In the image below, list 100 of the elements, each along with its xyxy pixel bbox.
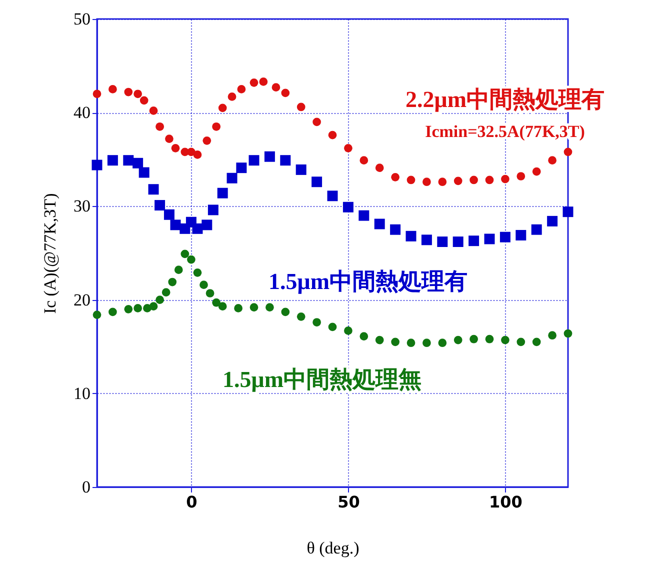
point xyxy=(406,176,416,184)
point xyxy=(165,134,174,143)
point xyxy=(344,326,352,335)
point xyxy=(92,310,102,319)
point xyxy=(406,230,416,242)
point xyxy=(108,85,117,94)
point xyxy=(406,338,416,348)
point xyxy=(422,178,431,186)
y-axis-title: Ic (A)(@77K,3T) xyxy=(40,193,60,314)
series-label: 1.5μm中間熱処理無 xyxy=(222,367,422,392)
point xyxy=(562,206,574,218)
point xyxy=(296,102,306,112)
point xyxy=(500,232,510,242)
y-tick-label: 10 xyxy=(74,384,90,403)
point xyxy=(328,130,337,140)
point xyxy=(454,176,462,186)
point xyxy=(391,173,400,182)
point xyxy=(193,268,202,277)
point xyxy=(218,104,227,112)
x-tick-label: 0 xyxy=(186,492,198,512)
point xyxy=(280,155,291,166)
point xyxy=(138,167,150,178)
point xyxy=(281,308,290,316)
point xyxy=(123,155,134,166)
point xyxy=(438,178,447,186)
point xyxy=(312,318,321,326)
point xyxy=(156,296,164,304)
point xyxy=(202,220,212,230)
point xyxy=(259,78,268,86)
y-tick-label: 50 xyxy=(74,10,90,28)
point xyxy=(312,176,322,188)
point xyxy=(237,85,246,94)
point xyxy=(200,280,208,289)
point xyxy=(226,172,238,184)
point xyxy=(375,336,384,344)
point xyxy=(134,304,142,312)
point xyxy=(108,308,117,316)
point xyxy=(531,224,542,235)
point xyxy=(149,106,158,115)
point xyxy=(174,266,183,274)
x-tick-label: 100 xyxy=(488,492,522,512)
point xyxy=(202,136,212,145)
point xyxy=(312,118,321,126)
point xyxy=(217,188,228,198)
point xyxy=(296,164,306,175)
point xyxy=(154,200,166,211)
point xyxy=(212,122,221,131)
point xyxy=(170,220,181,230)
point xyxy=(192,223,203,234)
point xyxy=(548,331,556,340)
point xyxy=(454,336,462,344)
point xyxy=(484,234,495,244)
point xyxy=(485,334,494,344)
point xyxy=(140,96,148,105)
point xyxy=(485,176,494,184)
y-tick-label: 20 xyxy=(74,290,90,310)
point xyxy=(187,148,196,156)
point xyxy=(358,210,370,221)
point xyxy=(532,167,541,176)
point xyxy=(171,144,180,152)
point xyxy=(236,162,247,174)
point xyxy=(360,156,368,165)
point xyxy=(264,151,275,162)
point xyxy=(501,174,510,184)
y-tick-label: 30 xyxy=(74,196,90,216)
point xyxy=(342,202,354,212)
point xyxy=(164,209,174,220)
point xyxy=(180,250,190,258)
point xyxy=(327,190,338,202)
point xyxy=(162,288,170,296)
point xyxy=(168,278,177,286)
point xyxy=(468,236,480,246)
point xyxy=(421,234,432,246)
point xyxy=(281,88,290,98)
point xyxy=(107,155,118,166)
point xyxy=(532,338,541,346)
point xyxy=(272,83,280,92)
series-label: 1.5μm中間熱処理有 xyxy=(268,269,468,294)
point xyxy=(148,184,159,195)
point xyxy=(328,322,337,332)
point xyxy=(250,78,258,87)
point xyxy=(390,224,401,235)
point xyxy=(422,338,431,348)
point xyxy=(134,90,142,98)
point xyxy=(516,172,526,180)
point xyxy=(344,144,352,152)
point xyxy=(437,236,448,248)
y-tick-label: 40 xyxy=(74,103,90,122)
point xyxy=(92,90,102,98)
point xyxy=(266,303,274,312)
point xyxy=(564,148,572,156)
point xyxy=(516,230,526,240)
point xyxy=(234,304,242,312)
point xyxy=(156,122,164,131)
point xyxy=(250,303,258,312)
point xyxy=(391,338,400,346)
point xyxy=(516,338,526,346)
y-tick-label: 0 xyxy=(82,478,90,496)
point xyxy=(187,255,196,264)
point xyxy=(501,336,510,344)
